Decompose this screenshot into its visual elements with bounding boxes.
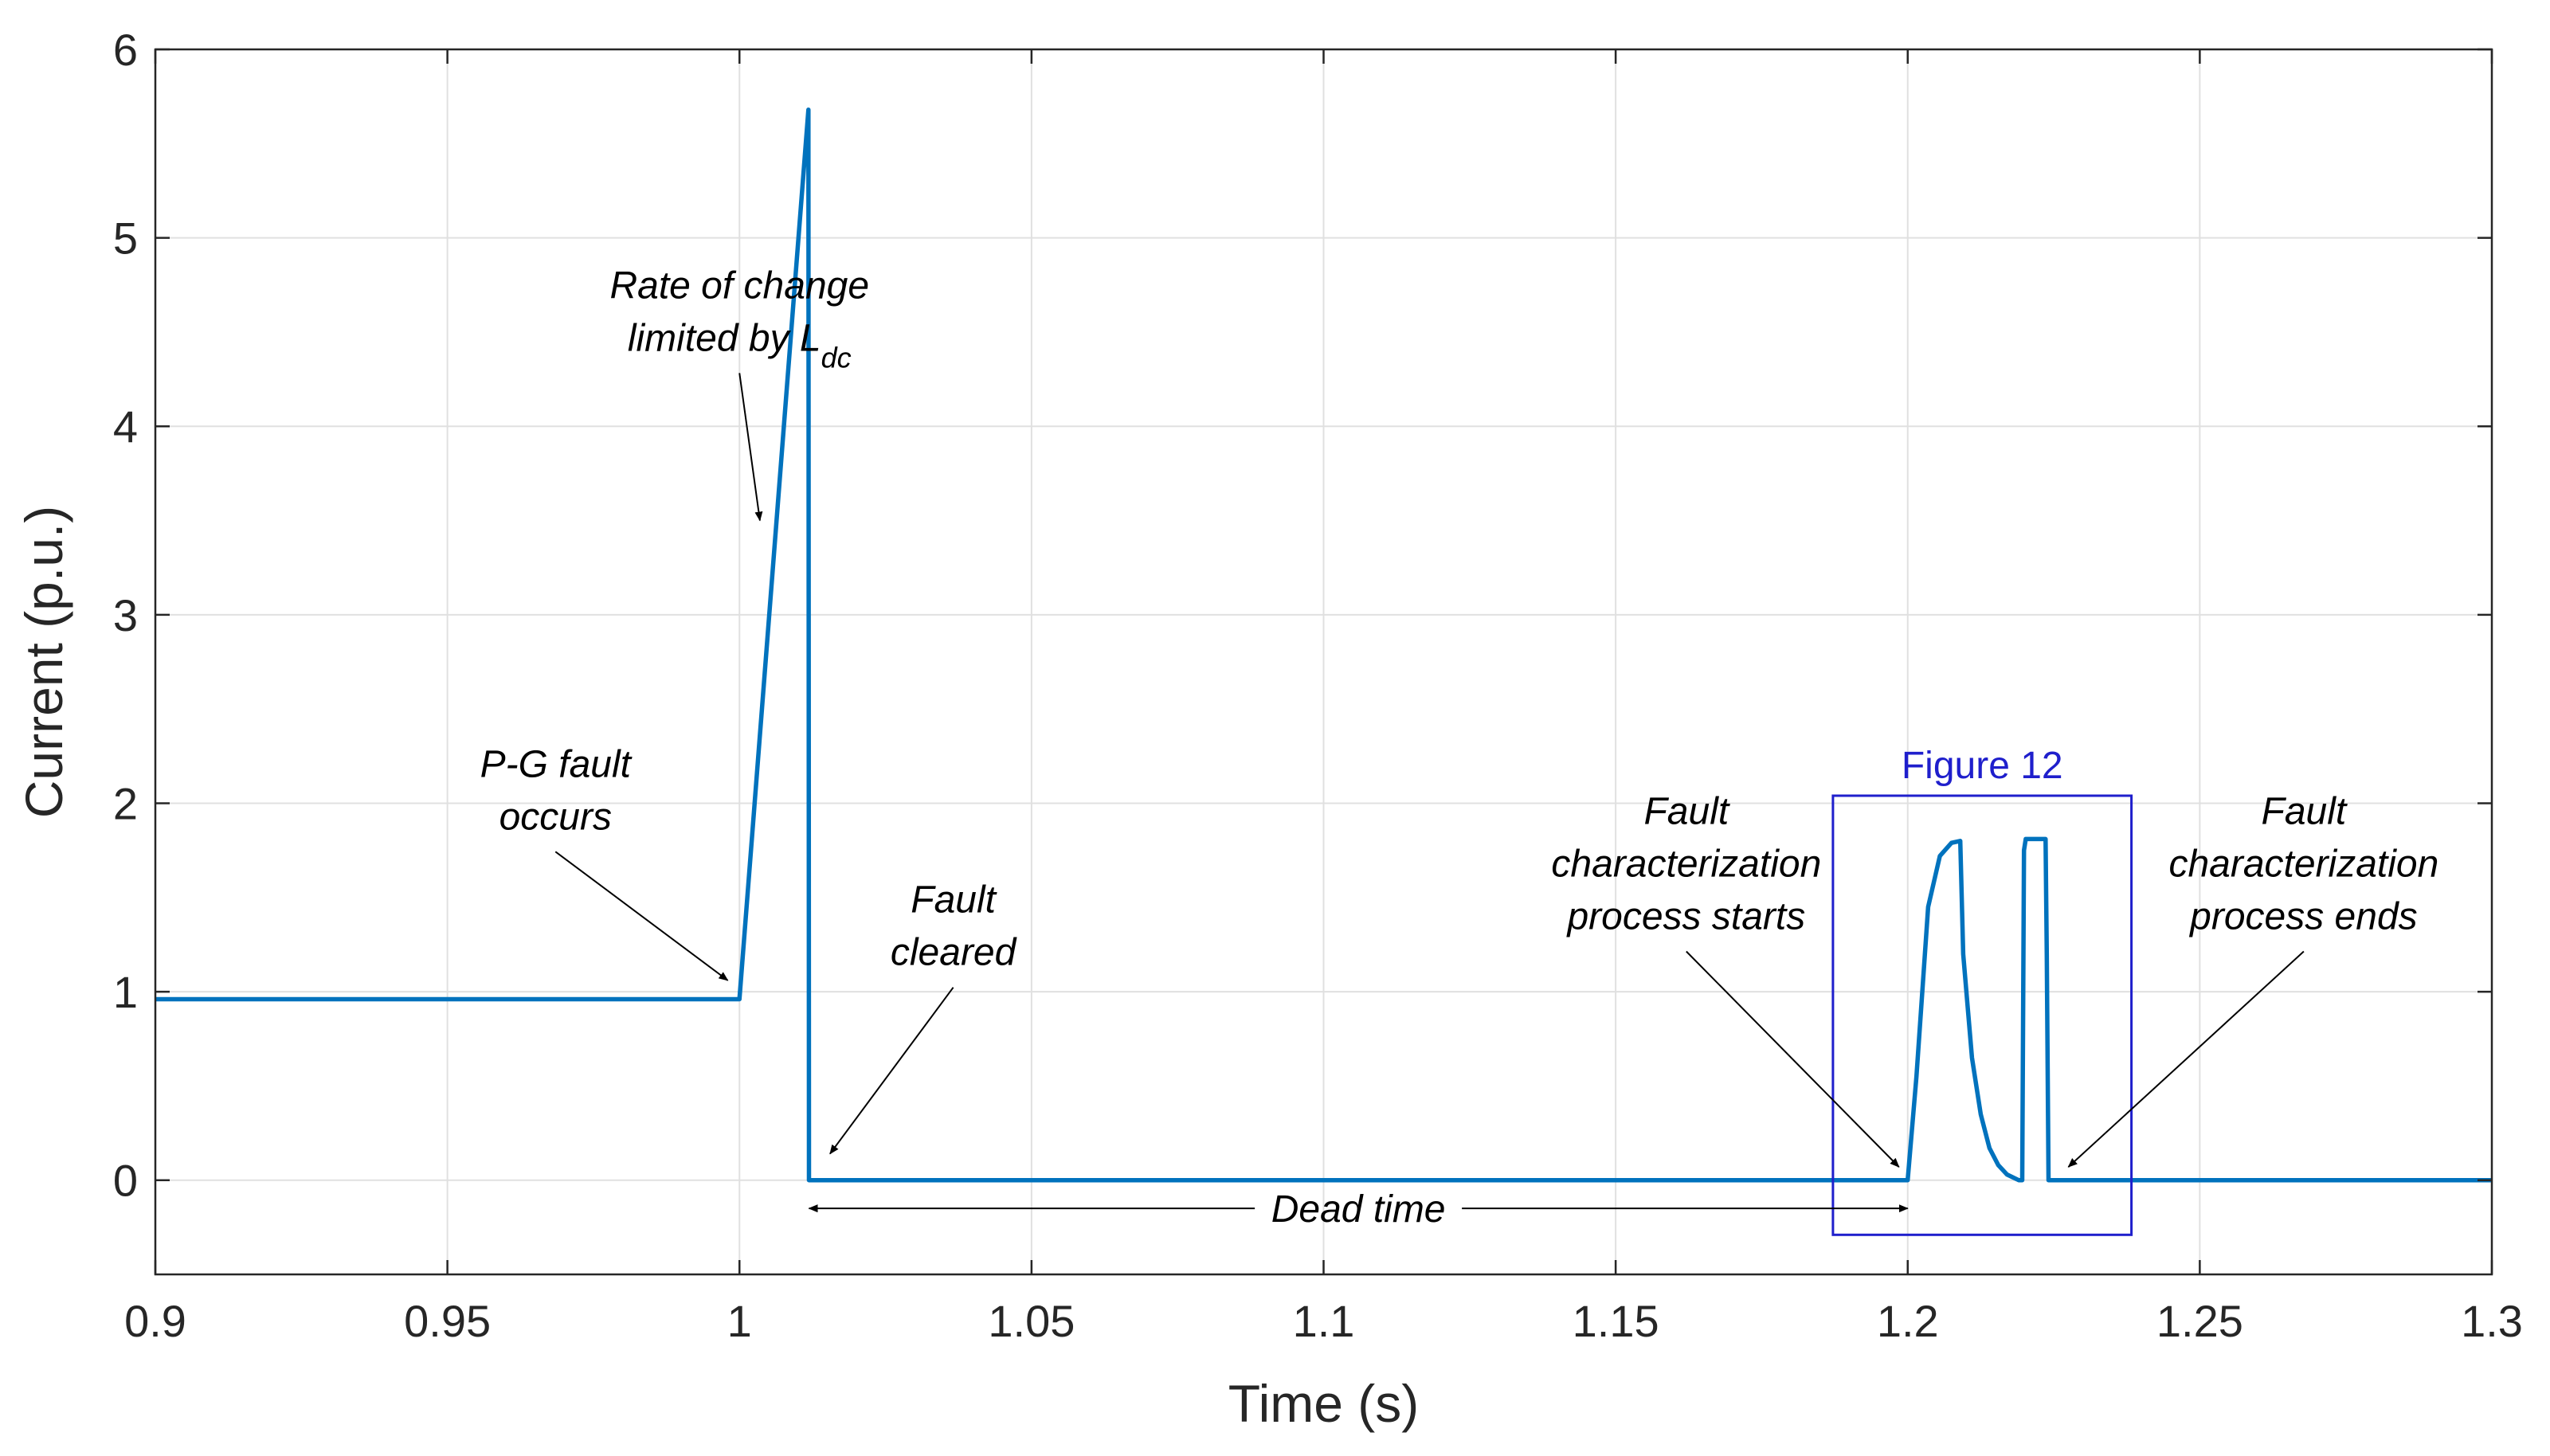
x-tick-label: 1.3 (2461, 1296, 2523, 1346)
y-tick-label: 2 (113, 778, 138, 828)
annotation-text: characterization (2168, 843, 2438, 885)
x-tick-label: 0.9 (124, 1296, 186, 1346)
x-tick-label: 1.15 (1573, 1296, 1659, 1346)
x-axis-title: Time (s) (1228, 1374, 1420, 1433)
annotation-arrow (738, 373, 763, 522)
annotation-text: process starts (1565, 895, 1805, 937)
annotation-arrow (1686, 950, 1900, 1168)
y-tick-label: 3 (113, 590, 138, 640)
annotation-text: occurs (499, 796, 612, 838)
axes: 0.9 0.95 1 1.05 1.1 1.15 1.2 1.25 1.3 0 1 2 3 4 5 6 (113, 25, 2523, 1346)
grid (155, 49, 2493, 1274)
annotation-text: characterization (1551, 843, 1821, 885)
figure-12-box (1831, 794, 2133, 1236)
series-line-current (155, 107, 2492, 1183)
y-axis-title: Current (p.u.) (14, 506, 73, 818)
y-tick-label: 1 (113, 967, 138, 1017)
annotation-text: P-G fault (480, 743, 633, 785)
dead-time-label: Dead time (1271, 1188, 1446, 1231)
x-tick-label: 1.2 (1877, 1296, 1939, 1346)
annotation-text: process ends (2188, 895, 2418, 937)
y-tick-label: 5 (113, 213, 138, 264)
annotation-arrow (829, 987, 954, 1155)
highlight-layer: Figure 12 (1831, 745, 2133, 1236)
x-tick-label: 1.25 (2156, 1296, 2243, 1346)
y-tick-label: 6 (113, 25, 138, 75)
annotation-text: Fault (1643, 790, 1729, 832)
x-tick-label: 1 (727, 1296, 752, 1346)
annotation-text: cleared (891, 932, 1017, 974)
series-layer (155, 107, 2492, 1183)
annotation-text: Rate of change (609, 264, 869, 307)
x-tick-label: 0.95 (404, 1296, 491, 1346)
annotation-text: Fault (2262, 790, 2348, 832)
y-tick-label: 0 (113, 1156, 138, 1206)
y-tick-label: 4 (113, 401, 138, 452)
annotation-arrow (554, 851, 729, 981)
annotation-text: Fault (911, 879, 997, 922)
x-tick-label: 1.05 (988, 1296, 1075, 1346)
x-tick-label: 1.1 (1293, 1296, 1355, 1346)
annotation-subscript: dc (821, 341, 852, 374)
figure-12-label: Figure 12 (1902, 745, 2063, 787)
annotation-arrow (2067, 950, 2305, 1168)
